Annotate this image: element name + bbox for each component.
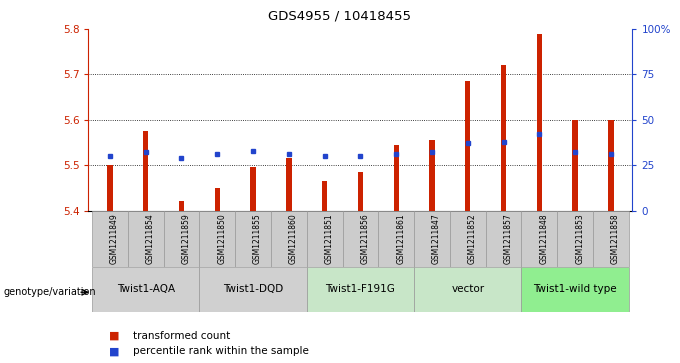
Bar — [358, 172, 363, 211]
Bar — [164, 211, 199, 267]
Text: GSM1211848: GSM1211848 — [539, 213, 548, 264]
Bar — [286, 158, 292, 211]
Bar — [450, 211, 486, 267]
Bar — [414, 211, 450, 267]
Text: ■: ■ — [109, 346, 119, 356]
Text: transformed count: transformed count — [133, 331, 230, 341]
Bar — [92, 211, 128, 267]
Text: GSM1211857: GSM1211857 — [504, 213, 513, 264]
Text: Twist1-wild type: Twist1-wild type — [533, 285, 617, 294]
Text: Twist1-AQA: Twist1-AQA — [116, 285, 175, 294]
Bar — [537, 33, 542, 211]
Bar — [343, 211, 378, 267]
Text: percentile rank within the sample: percentile rank within the sample — [133, 346, 309, 356]
Bar — [522, 211, 557, 267]
Bar — [608, 120, 613, 211]
Bar — [107, 165, 113, 211]
Text: GSM1211854: GSM1211854 — [146, 213, 154, 264]
Text: GSM1211860: GSM1211860 — [289, 213, 298, 264]
Bar — [486, 211, 522, 267]
Bar — [307, 267, 414, 312]
Text: GSM1211851: GSM1211851 — [324, 213, 334, 264]
Bar — [394, 145, 399, 211]
Bar — [215, 188, 220, 211]
Bar — [271, 211, 307, 267]
Bar — [199, 211, 235, 267]
Text: GSM1211850: GSM1211850 — [217, 213, 226, 264]
Bar — [199, 267, 307, 312]
Bar — [307, 211, 343, 267]
Bar — [573, 120, 578, 211]
Bar — [143, 131, 148, 211]
Bar — [414, 267, 522, 312]
Bar — [501, 65, 506, 211]
Text: GSM1211859: GSM1211859 — [182, 213, 190, 264]
Bar — [179, 201, 184, 211]
Text: GSM1211858: GSM1211858 — [611, 213, 620, 264]
Bar — [429, 140, 435, 211]
Text: Twist1-F191G: Twist1-F191G — [326, 285, 395, 294]
Bar — [92, 267, 199, 312]
Text: GSM1211855: GSM1211855 — [253, 213, 262, 264]
Text: GDS4955 / 10418455: GDS4955 / 10418455 — [269, 9, 411, 22]
Text: GSM1211852: GSM1211852 — [468, 213, 477, 264]
Bar — [522, 267, 629, 312]
Text: GSM1211849: GSM1211849 — [110, 213, 119, 264]
Text: GSM1211856: GSM1211856 — [360, 213, 369, 264]
Text: ■: ■ — [109, 331, 119, 341]
Text: genotype/variation: genotype/variation — [3, 287, 96, 297]
Bar — [593, 211, 629, 267]
Bar — [465, 81, 471, 211]
Bar — [557, 211, 593, 267]
Bar — [235, 211, 271, 267]
Text: Twist1-DQD: Twist1-DQD — [223, 285, 283, 294]
Bar — [250, 167, 256, 211]
Bar — [378, 211, 414, 267]
Bar — [322, 181, 327, 211]
Text: GSM1211847: GSM1211847 — [432, 213, 441, 264]
Text: GSM1211853: GSM1211853 — [575, 213, 584, 264]
Text: vector: vector — [452, 285, 484, 294]
Text: GSM1211861: GSM1211861 — [396, 213, 405, 264]
Bar — [128, 211, 164, 267]
